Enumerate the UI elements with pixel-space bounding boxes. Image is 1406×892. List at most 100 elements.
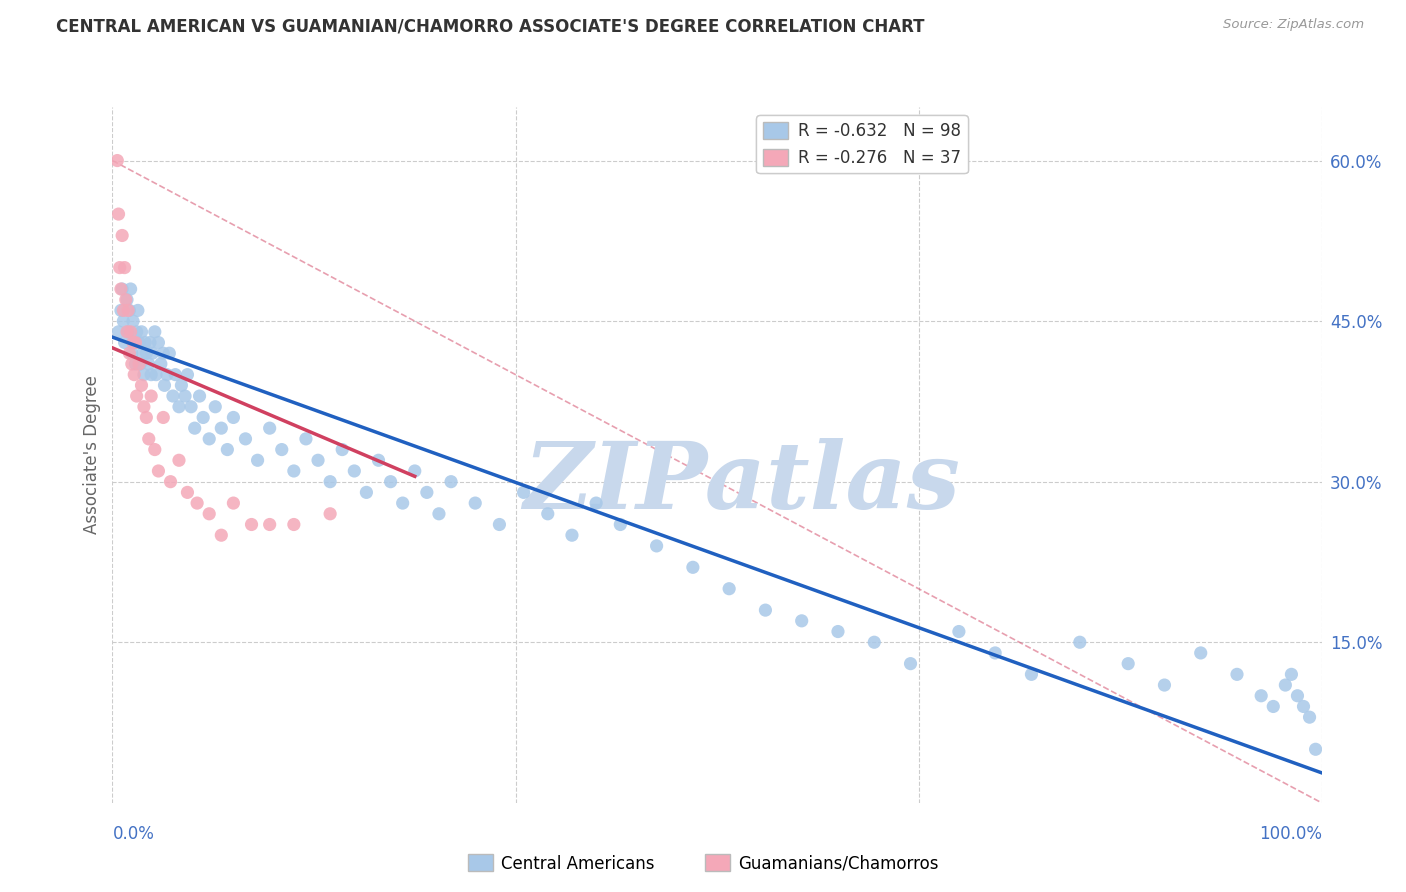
Point xyxy=(464,496,486,510)
Point xyxy=(188,389,211,403)
Point xyxy=(948,624,970,639)
Point xyxy=(900,657,922,671)
Point xyxy=(108,260,131,275)
Point xyxy=(1116,657,1139,671)
Point xyxy=(134,335,156,350)
Point xyxy=(139,335,162,350)
Point xyxy=(121,357,143,371)
Point xyxy=(380,475,402,489)
Point xyxy=(174,389,197,403)
Point xyxy=(512,485,534,500)
Point xyxy=(122,368,145,382)
Point xyxy=(131,378,153,392)
Point xyxy=(107,325,129,339)
Point xyxy=(330,442,353,457)
Point xyxy=(198,507,221,521)
Text: Source: ZipAtlas.com: Source: ZipAtlas.com xyxy=(1223,18,1364,31)
Point xyxy=(561,528,583,542)
Point xyxy=(222,410,245,425)
Point xyxy=(115,293,138,307)
Point xyxy=(110,282,132,296)
Point xyxy=(132,346,155,360)
Point xyxy=(176,485,198,500)
Point xyxy=(440,475,463,489)
Point xyxy=(167,400,190,414)
Point xyxy=(367,453,389,467)
Point xyxy=(259,517,281,532)
Point xyxy=(120,325,142,339)
Point xyxy=(105,153,128,168)
Point xyxy=(1153,678,1175,692)
Point xyxy=(191,410,214,425)
Point xyxy=(149,357,172,371)
Point xyxy=(118,346,141,360)
Point xyxy=(112,303,135,318)
Point xyxy=(156,368,179,382)
Point xyxy=(135,346,157,360)
Point xyxy=(404,464,426,478)
Point xyxy=(307,453,329,467)
Point xyxy=(111,228,134,243)
Point xyxy=(176,368,198,382)
Point xyxy=(1189,646,1212,660)
Point xyxy=(235,432,257,446)
Point xyxy=(283,464,305,478)
Point xyxy=(111,282,134,296)
Point xyxy=(1286,689,1309,703)
Text: CENTRAL AMERICAN VS GUAMANIAN/CHAMORRO ASSOCIATE'S DEGREE CORRELATION CHART: CENTRAL AMERICAN VS GUAMANIAN/CHAMORRO A… xyxy=(56,18,925,36)
Point xyxy=(141,368,163,382)
Point xyxy=(295,432,318,446)
Point xyxy=(124,357,146,371)
Legend: Central Americans, Guamanians/Chamorros: Central Americans, Guamanians/Chamorros xyxy=(461,847,945,880)
Text: 100.0%: 100.0% xyxy=(1258,825,1322,843)
Point xyxy=(159,475,181,489)
Point xyxy=(488,517,510,532)
Point xyxy=(645,539,668,553)
Point xyxy=(1250,689,1272,703)
Point xyxy=(110,303,132,318)
Point xyxy=(114,335,136,350)
Point xyxy=(132,368,155,382)
Point xyxy=(259,421,281,435)
Point xyxy=(183,421,205,435)
Point xyxy=(416,485,439,500)
Point xyxy=(122,335,145,350)
Point xyxy=(165,368,187,382)
Point xyxy=(319,507,342,521)
Point xyxy=(148,464,170,478)
Point xyxy=(118,303,141,318)
Point xyxy=(152,346,174,360)
Point xyxy=(117,325,139,339)
Point xyxy=(537,507,560,521)
Legend: R = -0.632   N = 98, R = -0.276   N = 37: R = -0.632 N = 98, R = -0.276 N = 37 xyxy=(756,115,967,173)
Point xyxy=(1305,742,1327,756)
Point xyxy=(180,400,202,414)
Point xyxy=(1279,667,1302,681)
Point xyxy=(157,346,180,360)
Point xyxy=(162,389,184,403)
Point xyxy=(131,325,153,339)
Point xyxy=(132,400,155,414)
Point xyxy=(125,325,148,339)
Point xyxy=(138,357,160,371)
Point xyxy=(127,303,149,318)
Point xyxy=(128,335,150,350)
Point xyxy=(343,464,366,478)
Point xyxy=(148,335,170,350)
Point xyxy=(209,528,232,542)
Point xyxy=(167,453,190,467)
Point xyxy=(270,442,292,457)
Point xyxy=(153,378,176,392)
Point xyxy=(117,303,139,318)
Point xyxy=(1274,678,1296,692)
Point xyxy=(827,624,849,639)
Point xyxy=(283,517,305,532)
Point xyxy=(120,282,142,296)
Point xyxy=(115,325,138,339)
Point xyxy=(356,485,378,500)
Point xyxy=(1292,699,1315,714)
Point xyxy=(128,357,150,371)
Point xyxy=(319,475,342,489)
Point xyxy=(121,346,143,360)
Point xyxy=(170,378,193,392)
